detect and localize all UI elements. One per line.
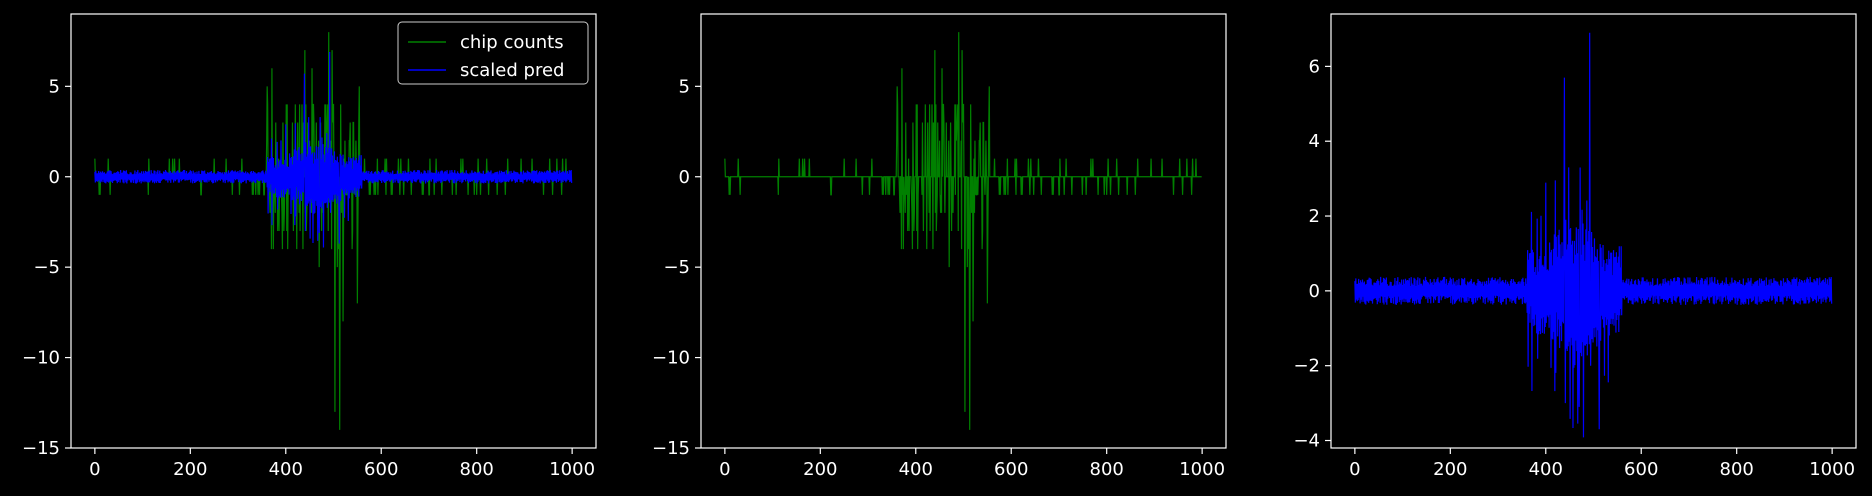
y-tick-label: 2	[1309, 206, 1320, 227]
plot-area	[94, 32, 573, 430]
x-tick-label: 200	[803, 459, 837, 480]
x-tick-label: 400	[1529, 459, 1563, 480]
axes-frame	[700, 13, 1227, 449]
x-tick-label: 800	[1720, 459, 1754, 480]
y-tick-label: −5	[663, 257, 690, 278]
y-tick-label: 0	[1309, 281, 1320, 302]
y-tick-label: −10	[22, 348, 60, 369]
x-tick-label: 600	[994, 459, 1028, 480]
y-tick-label: 6	[1309, 56, 1320, 77]
x-tick-label: 800	[1090, 459, 1124, 480]
x-tick-label: 400	[899, 459, 933, 480]
x-tick-label: 1000	[1809, 459, 1855, 480]
plot-area	[724, 32, 1202, 430]
chart-panel-pred: 0 200 400 600 800 1000 −4 −2 0 2 4 6	[1293, 13, 1857, 480]
axes-frame	[1330, 13, 1857, 449]
x-tick-label: 200	[173, 459, 207, 480]
x-tick-label: 0	[1349, 459, 1360, 480]
x-tick-label: 1000	[549, 459, 595, 480]
y-tick-label: 5	[49, 76, 60, 97]
x-tick-label: 600	[1624, 459, 1658, 480]
x-tick-label: 0	[89, 459, 100, 480]
y-tick-label: −5	[33, 257, 60, 278]
y-tick-label: −2	[1293, 356, 1320, 377]
x-tick-label: 0	[719, 459, 730, 480]
x-tick-label: 1000	[1179, 459, 1225, 480]
y-tick-label: −15	[22, 438, 60, 459]
y-tick-label: 4	[1309, 131, 1320, 152]
y-tick-label: −15	[652, 438, 690, 459]
y-tick-label: 0	[49, 167, 60, 188]
series-line-chip-counts	[724, 32, 1202, 430]
legend: chip counts scaled pred	[397, 21, 589, 85]
series-line-scaled-pred	[1354, 32, 1833, 438]
x-tick-label: 600	[364, 459, 398, 480]
x-tick-label: 200	[1433, 459, 1467, 480]
x-tick-label: 800	[460, 459, 494, 480]
y-tick-label: −4	[1293, 431, 1320, 452]
y-tick-label: −10	[652, 348, 690, 369]
legend-box	[397, 21, 589, 85]
legend-entry: scaled pred	[460, 60, 564, 81]
plot-area	[1354, 32, 1833, 438]
legend-entry: chip counts	[460, 32, 564, 53]
y-tick-label: 5	[679, 76, 690, 97]
x-tick-label: 400	[269, 459, 303, 480]
series-line-scaled-pred	[94, 51, 573, 248]
y-tick-label: 0	[679, 167, 690, 188]
chart-panel-counts-and-pred: 0 200 400 600 800 1000 −15 −10 −5 0 5 chip counts sc…	[22, 13, 597, 480]
axes-frame	[70, 13, 597, 449]
chart-panel-counts: 0 200 400 600 800 1000 −15 −10 −5 0 5	[652, 13, 1227, 480]
